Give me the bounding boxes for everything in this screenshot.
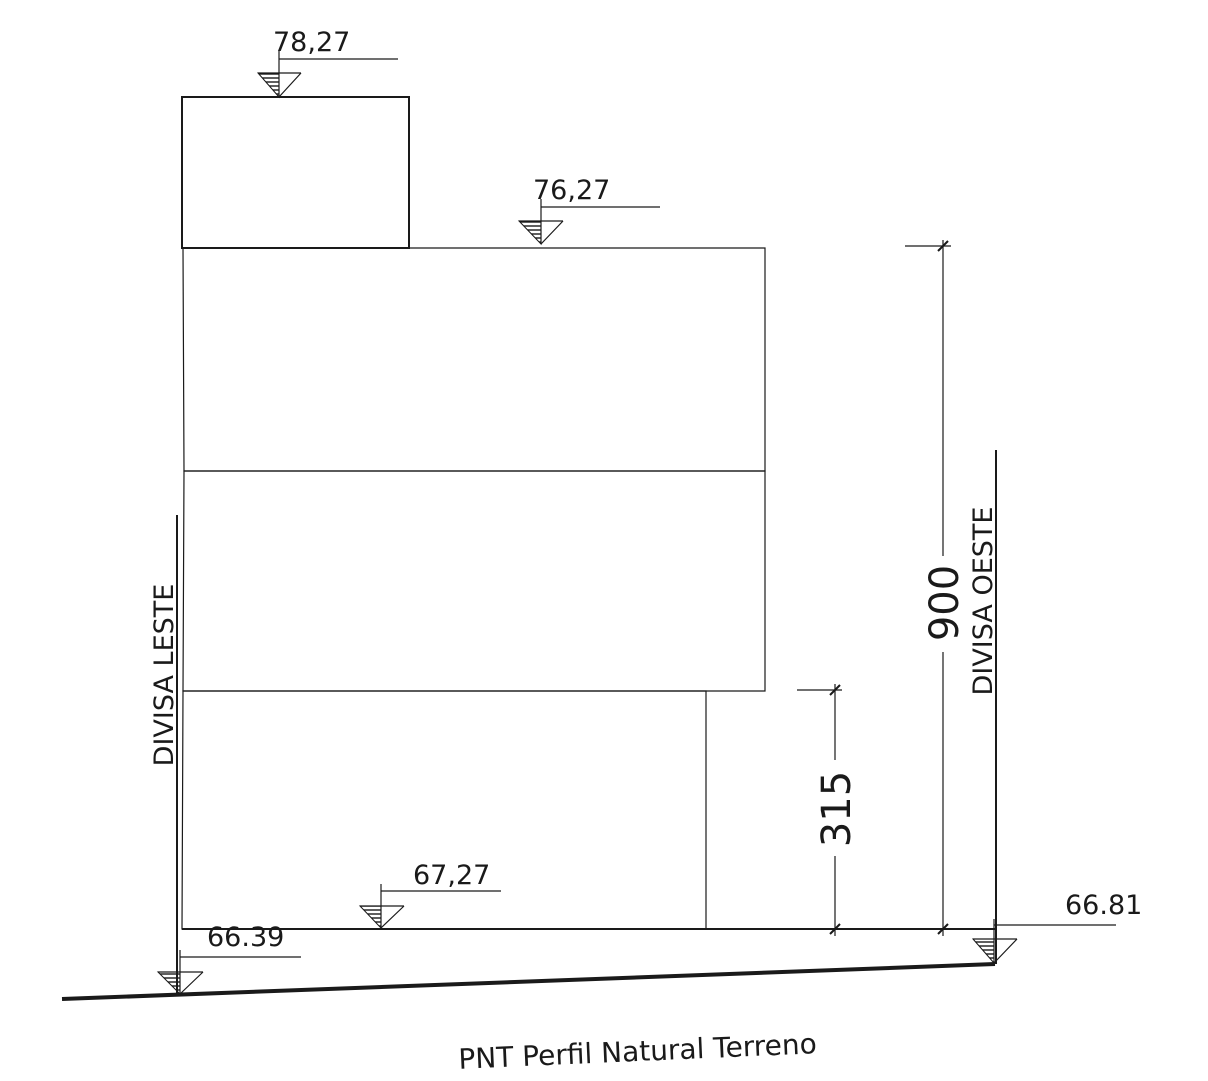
west-boundary-label: DIVISA OESTE [968,507,999,696]
elevation-marker-terrain-west: 66.81 [971,890,1142,965]
elevation-label-roof: 78,27 [273,27,350,58]
building-outline [181,96,995,930]
elevation-label-terrain-east: 66.39 [207,922,284,953]
elevation-marker-upper-floor: 76,27 [517,175,660,246]
upper-floor-block [182,247,766,472]
dimension-label-ground-floor-height: 315 [814,771,860,847]
east-boundary-label: DIVISA LESTE [149,584,180,767]
middle-floor-block [182,470,766,692]
dimension-total-height: 900 [905,240,968,936]
elevation-marker-roof: 78,27 [256,27,398,99]
ground-floor-block [181,690,707,930]
elevation-marker-ground-floor: 67,27 [358,860,501,930]
dimension-label-total-height: 900 [922,565,968,641]
elevation-marker-terrain-east: 66.39 [156,922,301,996]
elevation-label-terrain-west: 66.81 [1065,890,1142,921]
terrain-caption: PNT Perfil Natural Terreno [458,1027,818,1076]
rooftop-block [181,96,410,249]
elevation-label-ground-floor: 67,27 [413,860,490,891]
natural-terrain-line [61,962,996,1001]
elevation-label-upper-floor: 76,27 [533,175,610,206]
dimension-ground-floor-height: 315 [797,684,860,936]
